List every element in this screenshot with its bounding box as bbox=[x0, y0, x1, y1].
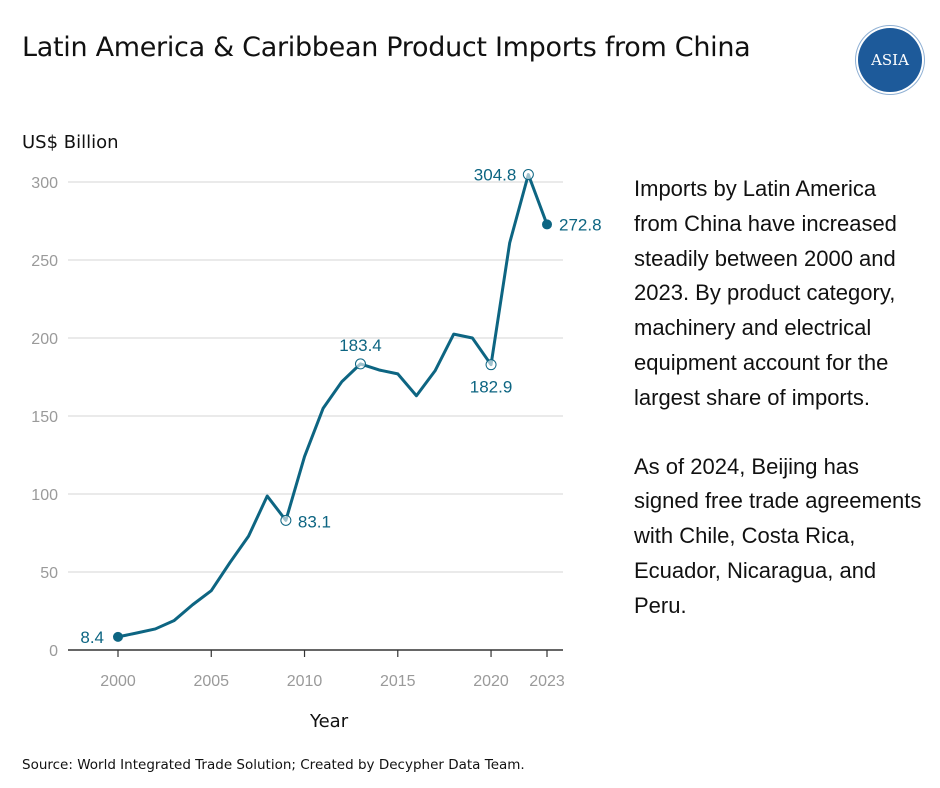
y-axis-label: US$ Billion bbox=[22, 132, 119, 153]
y-tick-label: 200 bbox=[31, 331, 58, 348]
data-point bbox=[485, 359, 497, 371]
data-label: 8.4 bbox=[80, 628, 104, 647]
source-note: Source: World Integrated Trade Solution;… bbox=[22, 757, 525, 773]
note-paragraph: As of 2024, Beijing has signed free trad… bbox=[634, 453, 922, 618]
x-tick-label: 2023 bbox=[529, 673, 565, 690]
x-tick-label: 2015 bbox=[380, 673, 416, 690]
data-point bbox=[522, 169, 534, 181]
data-point bbox=[542, 219, 552, 230]
x-tick-label: 2020 bbox=[473, 673, 509, 690]
x-axis-label: Year bbox=[310, 711, 349, 732]
y-tick-label: 50 bbox=[40, 565, 58, 582]
y-tick-label: 300 bbox=[31, 175, 58, 192]
x-tick-label: 2010 bbox=[287, 673, 323, 690]
data-label: 183.4 bbox=[339, 336, 382, 355]
data-point bbox=[354, 358, 366, 370]
data-point bbox=[280, 514, 292, 526]
data-label: 304.8 bbox=[474, 166, 517, 185]
chart-title: Latin America & Caribbean Product Import… bbox=[22, 32, 751, 63]
data-label: 182.9 bbox=[470, 378, 513, 397]
data-label: 272.8 bbox=[559, 215, 602, 234]
asia-logo: ASIA bbox=[858, 28, 922, 92]
y-tick-label: 100 bbox=[31, 487, 58, 504]
y-tick-label: 250 bbox=[31, 253, 58, 270]
logo-text: ASIA bbox=[871, 51, 909, 69]
annotation-text: Imports by Latin America from China have… bbox=[634, 172, 924, 658]
x-tick-label: 2005 bbox=[193, 673, 229, 690]
y-tick-label: 150 bbox=[31, 409, 58, 426]
data-label: 83.1 bbox=[298, 512, 331, 531]
x-tick-label: 2000 bbox=[100, 673, 136, 690]
y-tick-label: 0 bbox=[49, 643, 58, 660]
note-paragraph: Imports by Latin America from China have… bbox=[634, 176, 897, 410]
series-line bbox=[117, 173, 549, 639]
data-point bbox=[113, 631, 123, 642]
